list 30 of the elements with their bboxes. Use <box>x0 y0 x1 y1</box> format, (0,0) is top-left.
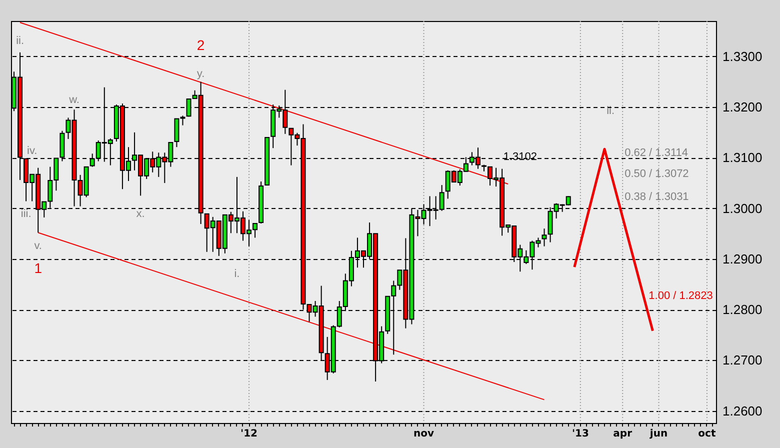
x-tick-label: apr <box>613 428 632 440</box>
y-tick-label: 1.3000 <box>722 200 762 216</box>
y-tick-label: 1.3100 <box>722 150 762 166</box>
annotation: 2 <box>196 37 205 53</box>
annotation: 0.62 / 1.3114 <box>624 147 688 159</box>
annotation: 0.50 / 1.3072 <box>624 168 689 180</box>
annotation: ii. <box>16 35 24 47</box>
annotation: 1 <box>34 260 42 276</box>
annotation: x. <box>136 208 145 220</box>
y-tick-label: 1.3200 <box>722 100 762 115</box>
x-tick-label: '13 <box>572 428 589 440</box>
x-tick-label: nov <box>414 428 434 440</box>
x-tick-label: jun <box>648 428 668 440</box>
x-tick-label: oct <box>698 428 716 440</box>
annotation: ii. <box>606 105 615 117</box>
annotation: 1.00 / 1.2823 <box>648 290 713 302</box>
y-tick-label: 1.2600 <box>722 403 762 418</box>
y-tick-label: 1.2800 <box>722 302 762 318</box>
annotation: iii. <box>20 208 32 220</box>
x-tick-label: '12 <box>240 428 258 440</box>
candlestick <box>542 228 547 247</box>
annotation: v. <box>34 240 42 252</box>
y-tick-label: 1.2700 <box>722 352 762 368</box>
y-tick-label: 1.2900 <box>722 251 762 266</box>
annotation: 0.38 / 1.3031 <box>624 191 689 203</box>
y-tick-label: 1.3300 <box>722 48 762 64</box>
annotation: i. <box>234 268 240 280</box>
annotation: y. <box>196 68 205 80</box>
annotation: w. <box>68 94 80 106</box>
annotation: iv. <box>26 145 38 157</box>
